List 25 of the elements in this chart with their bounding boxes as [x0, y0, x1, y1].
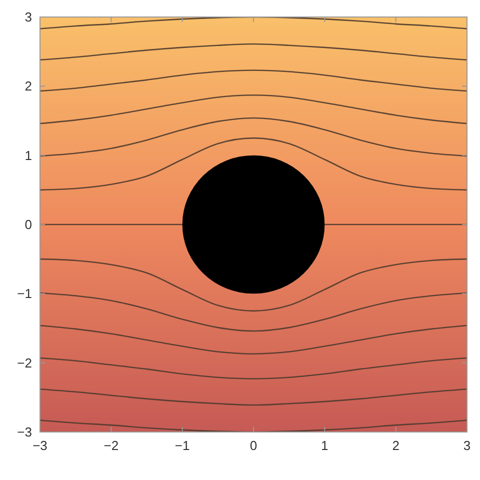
x-tick-label: 3 — [463, 438, 471, 453]
line-series — [40, 324, 467, 354]
line-series — [40, 43, 467, 61]
line-series — [40, 292, 467, 332]
line-series — [40, 258, 467, 312]
y-tick-label: 0 — [24, 217, 32, 232]
line-series — [40, 420, 467, 432]
line-series — [40, 137, 467, 191]
line-series — [40, 117, 467, 157]
line-series — [40, 357, 467, 380]
y-tick-label: 3 — [24, 10, 32, 25]
line-series — [40, 17, 467, 30]
y-tick-label: −1 — [17, 286, 32, 302]
x-tick-label: 0 — [250, 438, 258, 453]
x-tick-label: 2 — [392, 438, 400, 453]
x-tick-label: −1 — [174, 438, 190, 453]
y-tick-label: −2 — [17, 355, 32, 370]
y-tick-label: 1 — [24, 148, 32, 163]
line-series — [40, 94, 467, 124]
y-tick-label: −3 — [17, 424, 32, 440]
line-series — [40, 70, 467, 92]
x-tick-label: 1 — [321, 438, 328, 453]
x-tick-label: −2 — [104, 438, 119, 453]
y-tick-label: 2 — [24, 78, 32, 94]
line-series — [40, 388, 467, 406]
